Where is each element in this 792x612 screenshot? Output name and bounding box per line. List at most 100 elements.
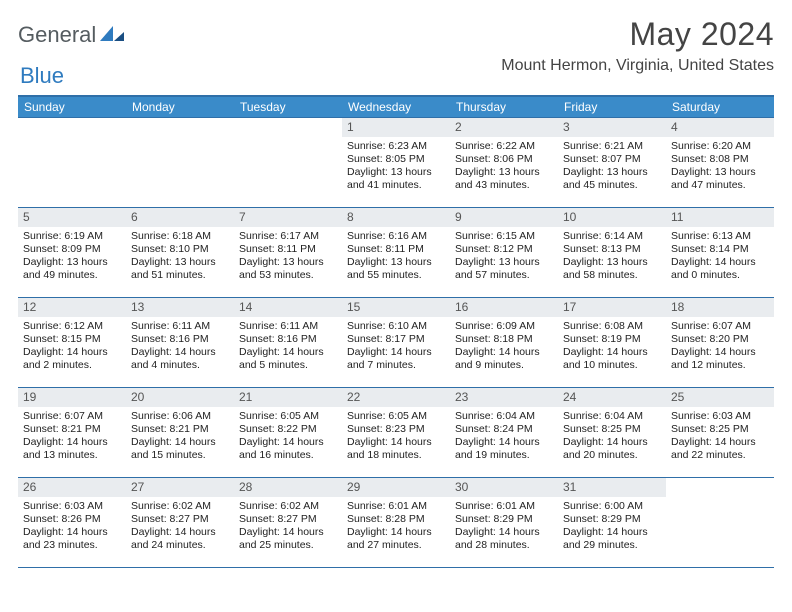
sunrise-text: Sunrise: 6:02 AM	[239, 500, 338, 513]
daylight-text: Daylight: 14 hours and 13 minutes.	[23, 436, 122, 462]
sunset-text: Sunset: 8:27 PM	[131, 513, 230, 526]
day-body: Sunrise: 6:12 AMSunset: 8:15 PMDaylight:…	[18, 317, 126, 377]
week-row: 19Sunrise: 6:07 AMSunset: 8:21 PMDayligh…	[18, 387, 774, 477]
title-block: May 2024 Mount Hermon, Virginia, United …	[501, 16, 774, 75]
day-body: Sunrise: 6:06 AMSunset: 8:21 PMDaylight:…	[126, 407, 234, 467]
sunrise-text: Sunrise: 6:18 AM	[131, 230, 230, 243]
day-number: 16	[450, 298, 558, 317]
dow-fri: Friday	[558, 97, 666, 117]
sunset-text: Sunset: 8:25 PM	[671, 423, 770, 436]
week-row: 12Sunrise: 6:12 AMSunset: 8:15 PMDayligh…	[18, 297, 774, 387]
day-body: Sunrise: 6:07 AMSunset: 8:20 PMDaylight:…	[666, 317, 774, 377]
day-body: Sunrise: 6:23 AMSunset: 8:05 PMDaylight:…	[342, 137, 450, 197]
sunset-text: Sunset: 8:10 PM	[131, 243, 230, 256]
day-number: 2	[450, 118, 558, 137]
day-cell: 19Sunrise: 6:07 AMSunset: 8:21 PMDayligh…	[18, 388, 126, 477]
sunrise-text: Sunrise: 6:00 AM	[563, 500, 662, 513]
sunrise-text: Sunrise: 6:03 AM	[671, 410, 770, 423]
day-body: Sunrise: 6:09 AMSunset: 8:18 PMDaylight:…	[450, 317, 558, 377]
sunset-text: Sunset: 8:19 PM	[563, 333, 662, 346]
sunrise-text: Sunrise: 6:21 AM	[563, 140, 662, 153]
day-body: Sunrise: 6:13 AMSunset: 8:14 PMDaylight:…	[666, 227, 774, 287]
sunset-text: Sunset: 8:29 PM	[455, 513, 554, 526]
day-cell	[126, 118, 234, 207]
day-body: Sunrise: 6:11 AMSunset: 8:16 PMDaylight:…	[126, 317, 234, 377]
day-cell: 12Sunrise: 6:12 AMSunset: 8:15 PMDayligh…	[18, 298, 126, 387]
daylight-text: Daylight: 13 hours and 53 minutes.	[239, 256, 338, 282]
sunrise-text: Sunrise: 6:09 AM	[455, 320, 554, 333]
day-body: Sunrise: 6:03 AMSunset: 8:25 PMDaylight:…	[666, 407, 774, 467]
sunrise-text: Sunrise: 6:11 AM	[131, 320, 230, 333]
day-number: 14	[234, 298, 342, 317]
day-cell: 1Sunrise: 6:23 AMSunset: 8:05 PMDaylight…	[342, 118, 450, 207]
day-number: 23	[450, 388, 558, 407]
calendar-bottom-border	[18, 567, 774, 568]
daylight-text: Daylight: 14 hours and 25 minutes.	[239, 526, 338, 552]
daylight-text: Daylight: 14 hours and 24 minutes.	[131, 526, 230, 552]
sunset-text: Sunset: 8:16 PM	[239, 333, 338, 346]
day-body: Sunrise: 6:04 AMSunset: 8:25 PMDaylight:…	[558, 407, 666, 467]
day-cell: 10Sunrise: 6:14 AMSunset: 8:13 PMDayligh…	[558, 208, 666, 297]
day-number: 29	[342, 478, 450, 497]
sunset-text: Sunset: 8:21 PM	[131, 423, 230, 436]
daylight-text: Daylight: 14 hours and 16 minutes.	[239, 436, 338, 462]
dow-tue: Tuesday	[234, 97, 342, 117]
daylight-text: Daylight: 13 hours and 43 minutes.	[455, 166, 554, 192]
daylight-text: Daylight: 13 hours and 49 minutes.	[23, 256, 122, 282]
sunrise-text: Sunrise: 6:14 AM	[563, 230, 662, 243]
day-number: 17	[558, 298, 666, 317]
daylight-text: Daylight: 13 hours and 57 minutes.	[455, 256, 554, 282]
day-number: 5	[18, 208, 126, 227]
sunrise-text: Sunrise: 6:07 AM	[23, 410, 122, 423]
day-number: 6	[126, 208, 234, 227]
daylight-text: Daylight: 14 hours and 9 minutes.	[455, 346, 554, 372]
day-cell: 5Sunrise: 6:19 AMSunset: 8:09 PMDaylight…	[18, 208, 126, 297]
day-number: 22	[342, 388, 450, 407]
sunset-text: Sunset: 8:13 PM	[563, 243, 662, 256]
day-cell: 26Sunrise: 6:03 AMSunset: 8:26 PMDayligh…	[18, 478, 126, 567]
day-cell: 11Sunrise: 6:13 AMSunset: 8:14 PMDayligh…	[666, 208, 774, 297]
day-cell: 31Sunrise: 6:00 AMSunset: 8:29 PMDayligh…	[558, 478, 666, 567]
day-cell: 17Sunrise: 6:08 AMSunset: 8:19 PMDayligh…	[558, 298, 666, 387]
day-number: 10	[558, 208, 666, 227]
day-number: 28	[234, 478, 342, 497]
daylight-text: Daylight: 14 hours and 22 minutes.	[671, 436, 770, 462]
day-body: Sunrise: 6:02 AMSunset: 8:27 PMDaylight:…	[126, 497, 234, 557]
sunset-text: Sunset: 8:26 PM	[23, 513, 122, 526]
sunrise-text: Sunrise: 6:10 AM	[347, 320, 446, 333]
daylight-text: Daylight: 13 hours and 55 minutes.	[347, 256, 446, 282]
sunrise-text: Sunrise: 6:05 AM	[347, 410, 446, 423]
day-cell: 4Sunrise: 6:20 AMSunset: 8:08 PMDaylight…	[666, 118, 774, 207]
day-cell: 22Sunrise: 6:05 AMSunset: 8:23 PMDayligh…	[342, 388, 450, 477]
sunrise-text: Sunrise: 6:01 AM	[347, 500, 446, 513]
sunrise-text: Sunrise: 6:05 AM	[239, 410, 338, 423]
sunrise-text: Sunrise: 6:06 AM	[131, 410, 230, 423]
sunrise-text: Sunrise: 6:15 AM	[455, 230, 554, 243]
day-body: Sunrise: 6:22 AMSunset: 8:06 PMDaylight:…	[450, 137, 558, 197]
location-text: Mount Hermon, Virginia, United States	[501, 57, 774, 75]
sunrise-text: Sunrise: 6:16 AM	[347, 230, 446, 243]
dow-mon: Monday	[126, 97, 234, 117]
daylight-text: Daylight: 14 hours and 5 minutes.	[239, 346, 338, 372]
day-number: 9	[450, 208, 558, 227]
daylight-text: Daylight: 14 hours and 20 minutes.	[563, 436, 662, 462]
sunrise-text: Sunrise: 6:13 AM	[671, 230, 770, 243]
day-body: Sunrise: 6:17 AMSunset: 8:11 PMDaylight:…	[234, 227, 342, 287]
month-title: May 2024	[501, 16, 774, 53]
sunset-text: Sunset: 8:12 PM	[455, 243, 554, 256]
daylight-text: Daylight: 14 hours and 28 minutes.	[455, 526, 554, 552]
day-number: 25	[666, 388, 774, 407]
sunset-text: Sunset: 8:21 PM	[23, 423, 122, 436]
day-body: Sunrise: 6:08 AMSunset: 8:19 PMDaylight:…	[558, 317, 666, 377]
sunrise-text: Sunrise: 6:08 AM	[563, 320, 662, 333]
sunrise-text: Sunrise: 6:23 AM	[347, 140, 446, 153]
day-cell: 9 Sunrise: 6:15 AMSunset: 8:12 PMDaylight…	[450, 208, 558, 297]
sunset-text: Sunset: 8:09 PM	[23, 243, 122, 256]
day-number: 24	[558, 388, 666, 407]
day-cell: 16Sunrise: 6:09 AMSunset: 8:18 PMDayligh…	[450, 298, 558, 387]
sunset-text: Sunset: 8:05 PM	[347, 153, 446, 166]
daylight-text: Daylight: 14 hours and 4 minutes.	[131, 346, 230, 372]
day-body: Sunrise: 6:02 AMSunset: 8:27 PMDaylight:…	[234, 497, 342, 557]
day-body: Sunrise: 6:19 AMSunset: 8:09 PMDaylight:…	[18, 227, 126, 287]
week-row: 5Sunrise: 6:19 AMSunset: 8:09 PMDaylight…	[18, 207, 774, 297]
